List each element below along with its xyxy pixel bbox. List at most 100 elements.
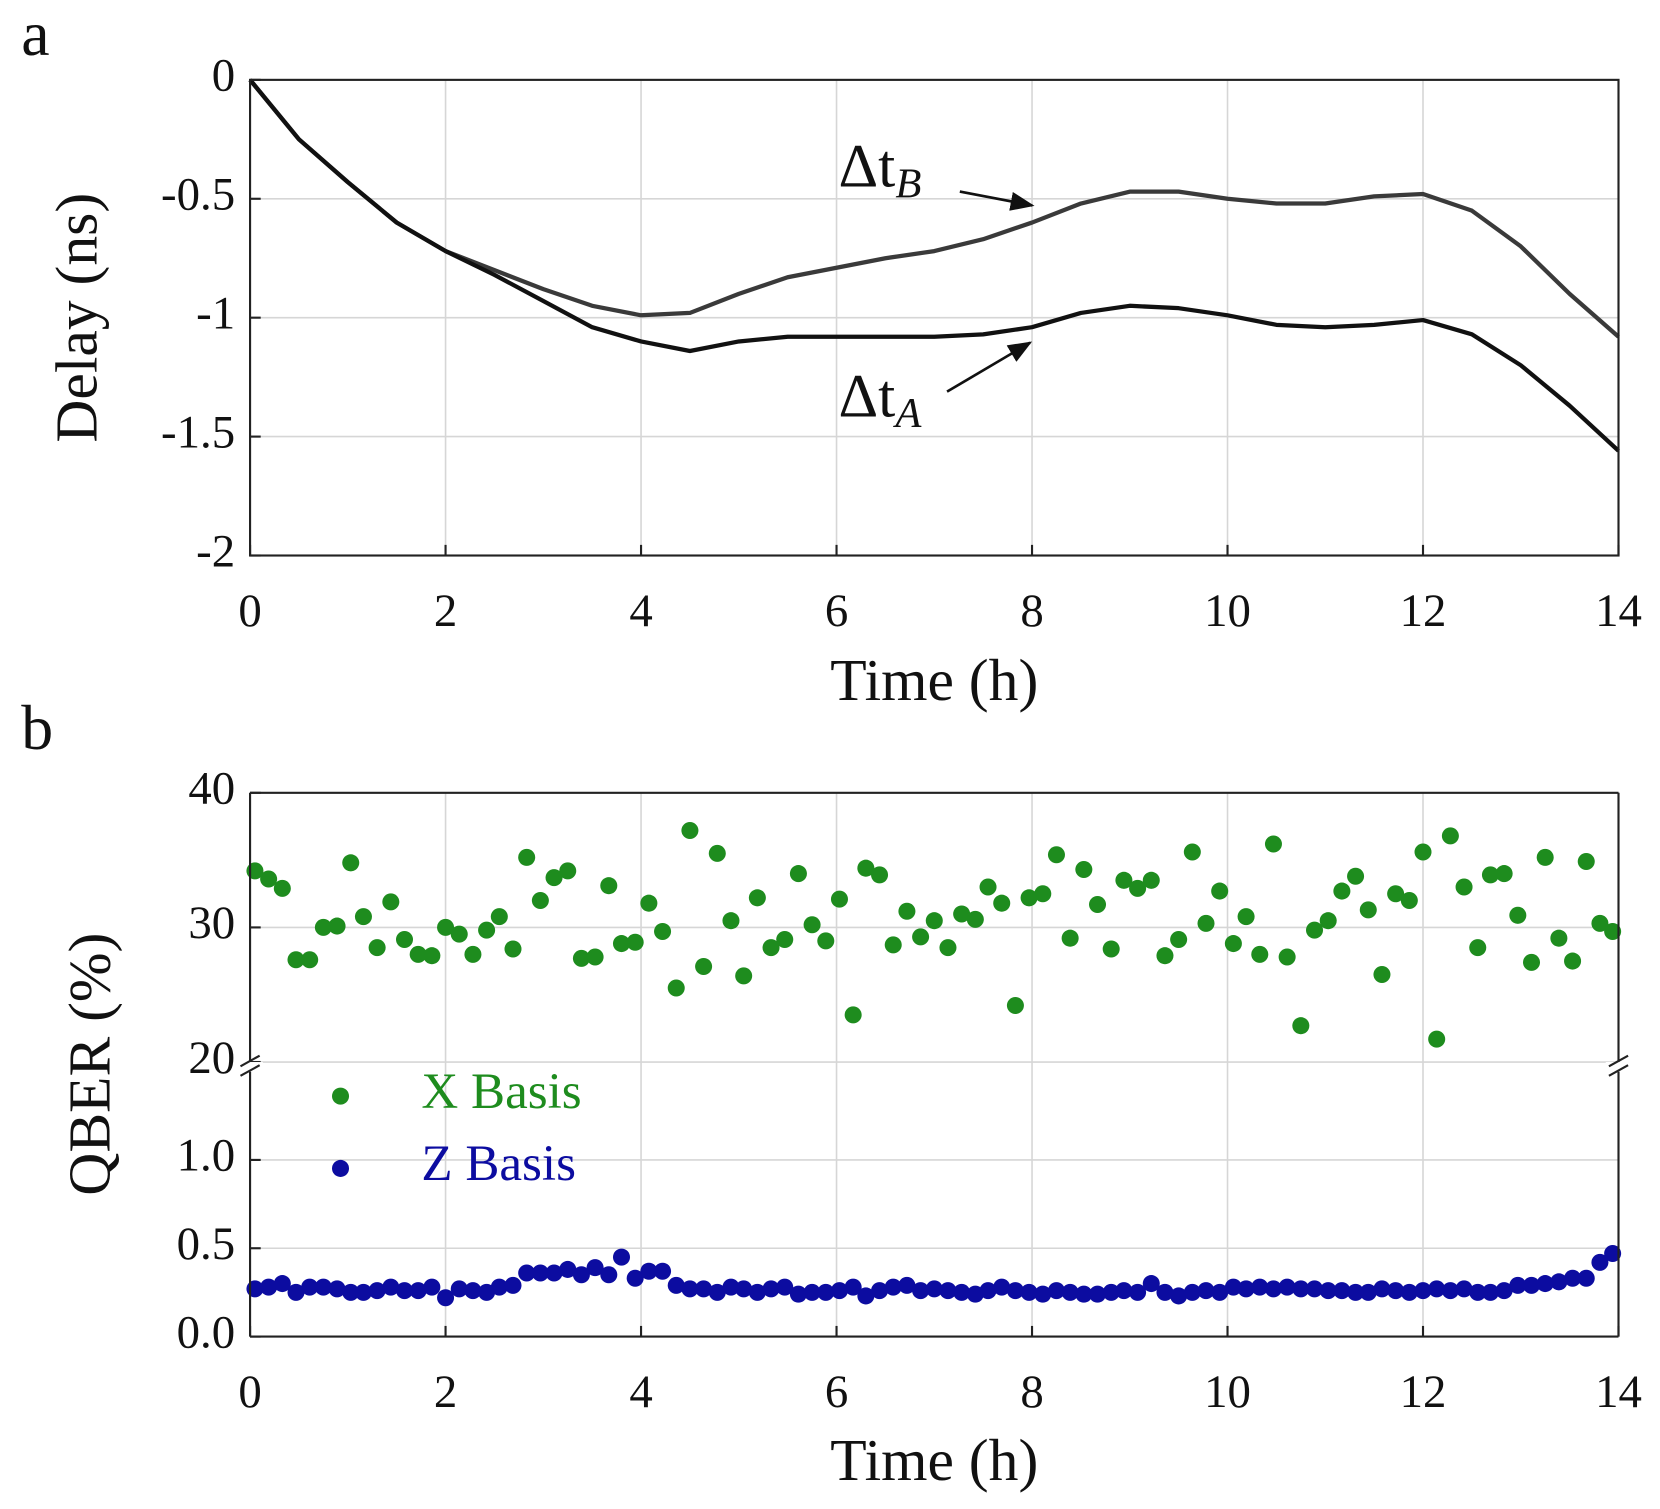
data-point [654, 922, 672, 940]
data-point [912, 928, 930, 946]
data-point [1047, 846, 1065, 864]
data-point [871, 866, 889, 884]
data-point [1047, 1282, 1065, 1300]
data-point [667, 1276, 685, 1294]
data-point [287, 951, 305, 969]
data-point [1319, 912, 1337, 930]
x-tick-label: 6 [825, 585, 848, 637]
data-point [953, 1283, 971, 1301]
data-point [1129, 1283, 1147, 1301]
data-point [939, 1282, 957, 1300]
data-point [301, 1278, 319, 1296]
x-tick-label: 0 [238, 585, 261, 637]
data-point [884, 1278, 902, 1296]
data-point [1522, 953, 1541, 971]
y-tick-label: 30 [188, 897, 235, 949]
data-point [1495, 1282, 1513, 1300]
data-point [1197, 1282, 1215, 1300]
data-point [898, 1276, 916, 1294]
data-point [437, 918, 455, 936]
data-point [464, 945, 482, 963]
x-tick-label: 2 [434, 1366, 457, 1418]
data-point [1251, 1278, 1269, 1296]
data-point [1333, 882, 1351, 900]
data-point [626, 933, 644, 951]
data-point [1075, 1285, 1093, 1303]
data-point [1481, 866, 1499, 884]
data-point [776, 931, 794, 949]
data-point [572, 1266, 590, 1284]
data-point [654, 1262, 672, 1280]
data-point [600, 1266, 618, 1284]
data-point [1373, 1280, 1391, 1298]
data-point [626, 1269, 644, 1287]
data-point [789, 1285, 807, 1303]
data-point [1469, 939, 1487, 957]
data-point [559, 1260, 577, 1278]
data-point [1333, 1282, 1351, 1300]
data-point [789, 865, 807, 883]
data-point [1102, 1283, 1120, 1301]
data-point [518, 1264, 536, 1282]
legend-label: X Basis [421, 1063, 581, 1120]
data-point [681, 821, 699, 840]
data-point [1197, 914, 1215, 932]
data-point [559, 862, 577, 880]
legend-marker [332, 1087, 350, 1105]
y-tick-label: -2 [196, 525, 235, 577]
data-point [314, 1278, 332, 1296]
x-tick-label: 14 [1595, 585, 1642, 637]
data-point [966, 910, 984, 928]
data-point [504, 1276, 522, 1294]
data-point [722, 1278, 740, 1296]
data-point [871, 1282, 889, 1300]
data-point [1347, 867, 1365, 885]
data-point [1564, 952, 1582, 970]
y-tick-label: -1 [196, 287, 235, 339]
annotation-arrow [959, 190, 1035, 211]
data-point [844, 1006, 862, 1024]
data-point [979, 1282, 997, 1300]
data-point [1251, 945, 1269, 963]
x-tick-label: 12 [1400, 585, 1447, 637]
data-point [1577, 852, 1595, 870]
data-point [640, 894, 658, 912]
data-point [600, 877, 618, 895]
data-point [1414, 1282, 1432, 1300]
data-point [1359, 1283, 1377, 1301]
plot-frame [249, 78, 1620, 557]
data-point [478, 1283, 496, 1301]
data-point [1211, 1283, 1229, 1301]
data-point [409, 1282, 427, 1300]
x-tick-label: 8 [1020, 1366, 1043, 1418]
data-point [1400, 891, 1418, 910]
data-point [1129, 879, 1147, 897]
data-point [368, 939, 386, 957]
data-point [342, 854, 360, 872]
data-point [748, 889, 766, 907]
data-point [1591, 914, 1609, 932]
data-point [1020, 1283, 1038, 1301]
data-point [490, 908, 508, 926]
data-point [368, 1282, 386, 1300]
data-point [844, 1278, 862, 1296]
data-point [748, 1283, 766, 1301]
data-point [1591, 1253, 1609, 1271]
data-point [464, 1282, 482, 1300]
data-point [776, 1278, 794, 1296]
data-point [1115, 1282, 1133, 1300]
data-point [1292, 1280, 1310, 1298]
data-point [328, 1280, 346, 1298]
x-tick-label: 4 [629, 585, 652, 637]
data-point [260, 870, 278, 888]
data-point [1006, 1282, 1024, 1300]
data-point [1455, 1280, 1473, 1298]
x-axis-title: Time (h) [830, 647, 1038, 713]
data-point [1387, 885, 1405, 903]
data-point [857, 859, 875, 877]
data-point [1278, 948, 1296, 966]
data-point [1441, 1282, 1459, 1300]
data-point [545, 869, 563, 887]
x-tick-label: 10 [1204, 1366, 1251, 1418]
data-point [273, 879, 291, 897]
